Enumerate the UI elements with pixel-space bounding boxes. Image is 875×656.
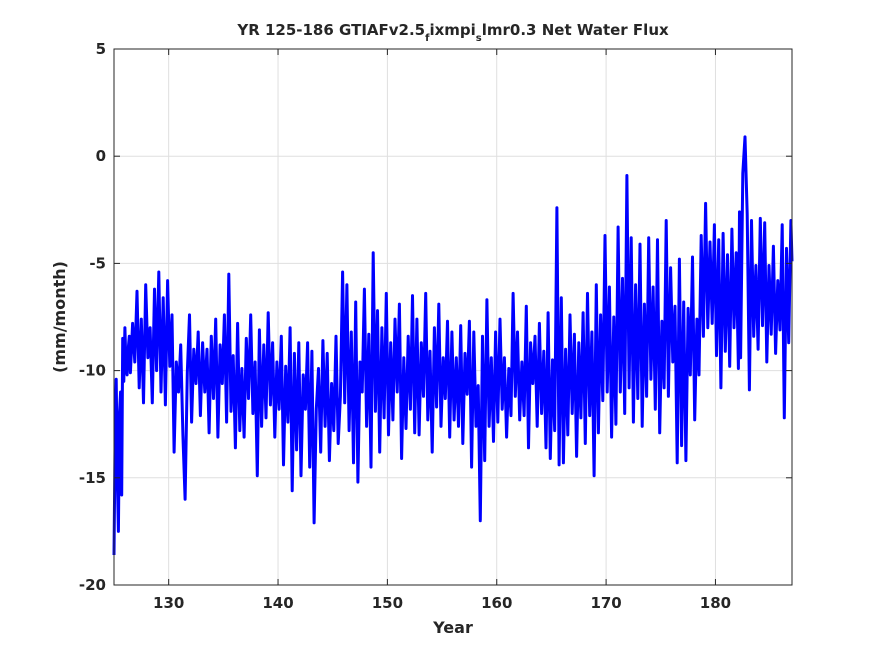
x-tick-label: 160 <box>481 594 512 612</box>
y-tick-labels: 5 0 -5 -10 -15 -20 <box>79 40 106 594</box>
x-axis-label: Year <box>432 618 473 637</box>
x-tick-label: 150 <box>372 594 403 612</box>
axes-box <box>113 48 793 586</box>
y-tick-label: -20 <box>79 576 106 594</box>
x-tick-label: 170 <box>590 594 621 612</box>
y-tick-label: 0 <box>96 147 106 165</box>
tick-marks <box>114 48 792 586</box>
y-tick-label: -10 <box>79 362 106 380</box>
x-tick-label: 180 <box>700 594 731 612</box>
x-tick-label: 130 <box>153 594 184 612</box>
title-part-1: YR 125-186 GTIAFv2.5 <box>236 21 425 39</box>
x-tick-label: 140 <box>262 594 293 612</box>
title-part-3: lmr0.3 Net Water Flux <box>482 21 669 39</box>
title-subscript-1: f <box>425 33 430 44</box>
y-tick-label: -5 <box>89 254 106 272</box>
y-axis-label: (mm/month) <box>50 261 69 373</box>
series-line <box>112 135 794 556</box>
chart-title: YR 125-186 GTIAFv2.5fixmpislmr0.3 Net Wa… <box>236 21 669 44</box>
y-tick-label: -15 <box>79 469 106 487</box>
series-layer <box>112 135 794 556</box>
y-tick-label: 5 <box>96 40 106 58</box>
x-tick-labels: 130 140 150 160 170 180 <box>153 594 731 612</box>
title-part-2: ixmpi <box>429 21 475 39</box>
title-subscript-2: s <box>476 33 482 44</box>
